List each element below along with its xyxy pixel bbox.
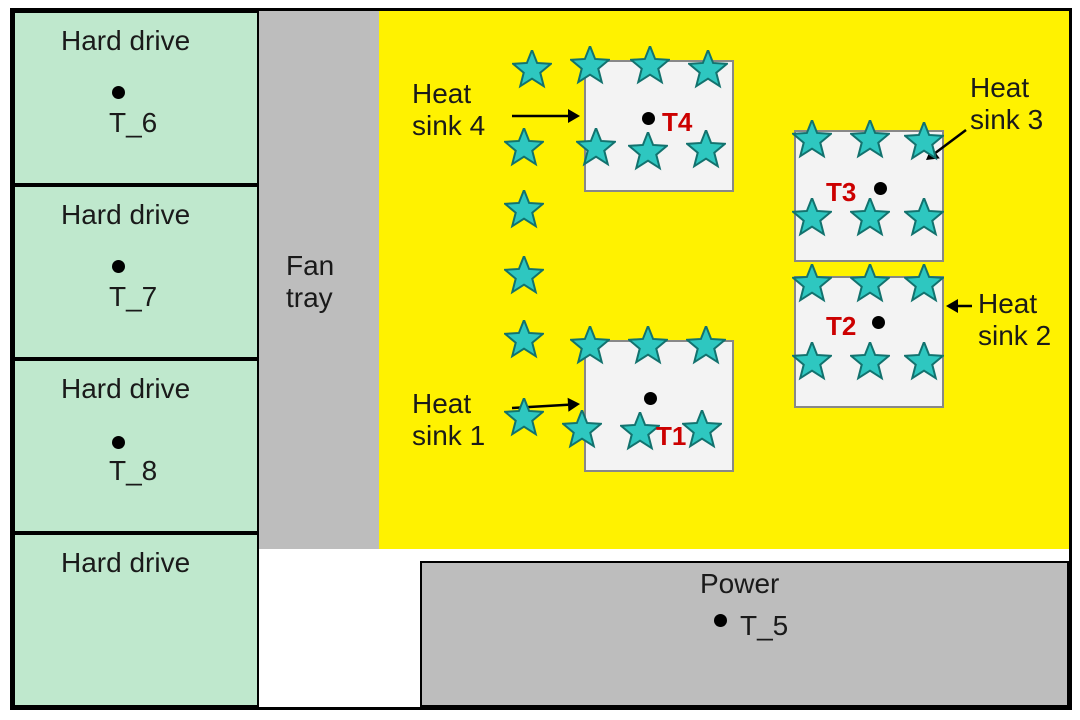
callout-arrow xyxy=(502,106,590,126)
star-icon xyxy=(630,46,670,86)
sensor-dot xyxy=(714,614,727,627)
sensor-label: T4 xyxy=(662,108,692,138)
star-icon xyxy=(628,326,668,366)
star-icon xyxy=(570,326,610,366)
sensor-label: T_7 xyxy=(109,281,157,313)
sensor-label: T2 xyxy=(826,312,856,342)
sensor-label: T_6 xyxy=(109,107,157,139)
star-icon xyxy=(504,128,544,168)
heat-sink-callout-label: Heat sink 3 xyxy=(970,72,1043,136)
star-icon xyxy=(570,46,610,86)
star-icon xyxy=(850,120,890,160)
heat-sink-callout-label: Heat sink 1 xyxy=(412,388,485,452)
sensor-label: T_8 xyxy=(109,455,157,487)
star-icon xyxy=(562,410,602,450)
star-icon xyxy=(688,50,728,90)
sensor-dot xyxy=(112,260,125,273)
star-icon xyxy=(686,326,726,366)
hard-drive-label: Hard drive xyxy=(61,547,190,579)
hard-drive-label: Hard drive xyxy=(61,199,190,231)
star-icon xyxy=(504,256,544,296)
star-icon xyxy=(512,50,552,90)
star-icon xyxy=(904,264,944,304)
sensor-dot xyxy=(642,112,655,125)
star-icon xyxy=(620,412,660,452)
fan-tray-label: Fan tray xyxy=(286,250,334,314)
heat-sink-callout-label: Heat sink 2 xyxy=(978,288,1051,352)
sensor-label: T_5 xyxy=(740,610,788,642)
star-icon xyxy=(504,398,544,438)
star-icon xyxy=(682,410,722,450)
star-icon xyxy=(850,264,890,304)
heat-sink-callout-label: Heat sink 4 xyxy=(412,78,485,142)
star-icon xyxy=(904,198,944,238)
hard-drive-label: Hard drive xyxy=(61,373,190,405)
star-icon xyxy=(850,342,890,382)
hard-drive-label: Hard drive xyxy=(61,25,190,57)
sensor-label: T1 xyxy=(656,422,686,452)
star-icon xyxy=(576,128,616,168)
star-icon xyxy=(628,132,668,172)
star-icon xyxy=(792,342,832,382)
star-icon xyxy=(904,342,944,382)
star-icon xyxy=(792,264,832,304)
star-icon xyxy=(792,120,832,160)
star-icon xyxy=(504,320,544,360)
power-label: Power xyxy=(700,568,779,600)
sensor-dot xyxy=(874,182,887,195)
sensor-dot xyxy=(872,316,885,329)
sensor-dot xyxy=(112,86,125,99)
sensor-label: T3 xyxy=(826,178,856,208)
star-icon xyxy=(904,122,944,162)
star-icon xyxy=(504,190,544,230)
sensor-dot xyxy=(644,392,657,405)
sensor-dot xyxy=(112,436,125,449)
